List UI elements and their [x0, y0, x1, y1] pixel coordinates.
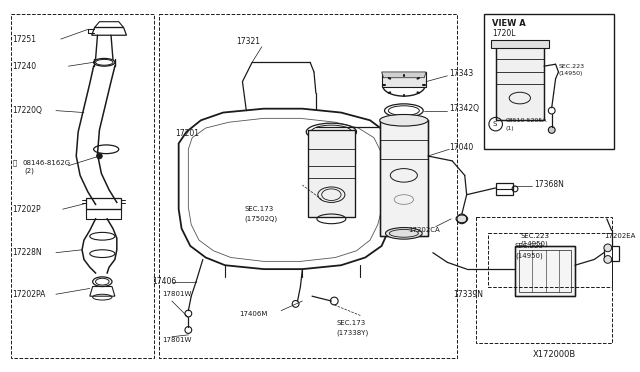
Text: 17406M: 17406M	[239, 311, 268, 317]
Ellipse shape	[380, 115, 428, 126]
Text: 17220Q: 17220Q	[12, 106, 42, 115]
Bar	[308, 130, 355, 217]
Bar	[381, 72, 426, 87]
Text: SEC.223: SEC.223	[559, 64, 584, 69]
Bar	[380, 120, 428, 236]
Bar	[515, 246, 575, 296]
Text: 08146-8162G: 08146-8162G	[22, 160, 70, 166]
Text: S: S	[493, 121, 497, 127]
Circle shape	[604, 244, 612, 252]
Text: 17801W: 17801W	[163, 337, 191, 343]
Text: 17202P: 17202P	[12, 205, 41, 214]
Text: 17228N: 17228N	[12, 248, 42, 257]
Polygon shape	[381, 72, 426, 78]
Bar	[484, 14, 614, 149]
Circle shape	[548, 126, 555, 133]
Text: 17368N: 17368N	[534, 180, 564, 189]
Text: 17202CA: 17202CA	[409, 227, 440, 234]
Bar	[488, 233, 612, 286]
Text: 1720L: 1720L	[492, 29, 515, 38]
Text: (14950): (14950)	[515, 252, 543, 259]
Text: 17202EA: 17202EA	[604, 233, 636, 239]
Bar	[495, 43, 544, 120]
Text: X172000B: X172000B	[532, 350, 575, 359]
Bar	[86, 209, 121, 219]
Text: 17801W: 17801W	[163, 291, 191, 297]
Bar	[519, 250, 571, 292]
Circle shape	[97, 153, 102, 159]
Bar	[86, 198, 121, 209]
Text: 17040: 17040	[449, 143, 474, 152]
Text: 17342Q: 17342Q	[449, 104, 479, 113]
Text: (14950): (14950)	[559, 71, 583, 76]
Text: Ⓑ: Ⓑ	[12, 160, 17, 166]
Text: (17502Q): (17502Q)	[244, 216, 278, 222]
Text: 17202PA: 17202PA	[12, 290, 46, 299]
Text: SEC.173: SEC.173	[244, 206, 274, 212]
Text: (2): (2)	[24, 167, 34, 174]
Bar	[308, 130, 355, 217]
Text: 17343: 17343	[449, 70, 474, 78]
Text: SEC.173: SEC.173	[336, 320, 365, 326]
Text: SEC.223: SEC.223	[521, 233, 550, 239]
Text: 17406: 17406	[152, 277, 177, 286]
Text: SEC.223: SEC.223	[515, 243, 544, 249]
Text: 17251: 17251	[12, 35, 36, 44]
Text: 17339N: 17339N	[453, 290, 483, 299]
Text: 17321: 17321	[237, 36, 260, 45]
Text: (14950): (14950)	[521, 241, 548, 247]
Bar	[159, 14, 457, 358]
Bar	[10, 14, 154, 358]
Text: 17240: 17240	[12, 62, 36, 71]
Circle shape	[457, 214, 467, 224]
Ellipse shape	[385, 228, 422, 239]
Bar	[495, 43, 544, 120]
Bar	[495, 183, 513, 195]
Text: (17338Y): (17338Y)	[336, 330, 369, 336]
Text: (1): (1)	[506, 126, 514, 131]
Circle shape	[604, 256, 612, 263]
Text: 17201: 17201	[175, 129, 199, 138]
Bar	[380, 120, 428, 236]
Text: 08510-5205A: 08510-5205A	[506, 118, 547, 123]
Bar	[515, 246, 575, 296]
Bar	[604, 246, 620, 262]
Bar	[476, 217, 612, 343]
Bar	[491, 40, 549, 48]
Text: VIEW A: VIEW A	[492, 19, 525, 28]
